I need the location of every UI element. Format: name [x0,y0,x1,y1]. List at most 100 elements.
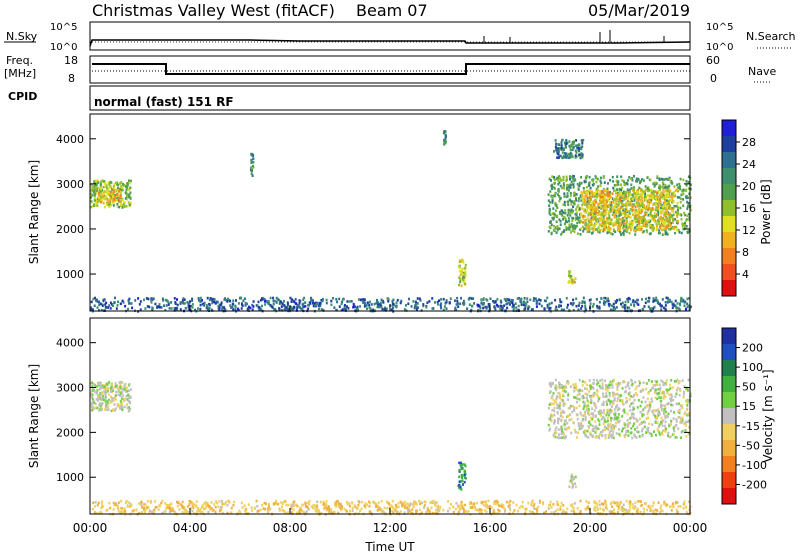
heatmap-cell [623,304,626,307]
heatmap-cell [101,385,104,388]
heatmap-cell [443,130,446,133]
heatmap-cell [106,197,109,201]
heatmap-cell [555,220,558,224]
heatmap-cell [563,200,566,204]
heatmap-cell [129,191,132,194]
heatmap-cell [591,424,594,428]
heatmap-cell [558,227,561,231]
heatmap-cell [207,308,209,311]
heatmap-cell [683,301,686,304]
heatmap-cell [353,305,356,308]
heatmap-cell [614,203,617,206]
heatmap-cell [689,208,692,212]
heatmap-cell [677,219,680,223]
heatmap-cell [556,308,559,312]
heatmap-cell [578,149,581,153]
heatmap-cell [206,305,209,309]
heatmap-cell [590,221,593,225]
heatmap-cell [346,503,349,506]
colorbar-swatch [722,264,736,281]
heatmap-cell [387,298,390,301]
heatmap-cell [290,307,293,311]
heatmap-cell [578,404,581,408]
heatmap-cell [290,300,293,303]
heatmap-cell [221,502,224,506]
heatmap-cell [573,191,575,195]
heatmap-cell [112,397,115,400]
heatmap-cell [461,463,464,466]
heatmap-cell [649,509,652,513]
heatmap-cell [458,470,461,473]
heatmap-cell [119,512,122,515]
heatmap-cell [316,500,319,504]
heatmap-cell [92,190,95,194]
heatmap-cell [485,305,488,309]
heatmap-cell [291,298,294,302]
heatmap-cell [578,153,581,156]
heatmap-cell [344,304,346,307]
heatmap-cell [658,425,661,428]
heatmap-cell [102,201,105,205]
heatmap-cell [642,192,645,195]
heatmap-cell [595,428,598,432]
heatmap-cell [232,302,235,306]
heatmap-cell [571,225,574,228]
heatmap-cell [670,379,673,382]
heatmap-cell [505,500,508,504]
heatmap-cell [603,228,606,231]
heatmap-cell [661,433,664,436]
heatmap-cell [124,510,127,513]
heatmap-cell [110,192,113,195]
heatmap-cell [626,179,629,182]
heatmap-cell [598,217,601,220]
heatmap-cell [367,303,370,307]
heatmap-cell [567,152,570,156]
heatmap-cell [675,211,678,214]
heatmap-cell [608,394,611,398]
heatmap-cell [464,270,467,274]
heatmap-cell [550,223,553,227]
heatmap-cell [674,189,677,192]
heatmap-cell [128,406,130,409]
heatmap-cell [112,399,115,403]
heatmap-cell [659,507,662,510]
heatmap-cell [503,298,506,301]
heatmap-cell [661,218,664,222]
heatmap-cell [93,390,96,393]
heatmap-cell [634,380,637,384]
heatmap-cell [577,422,580,425]
heatmap-cell [128,382,131,386]
heatmap-cell [617,204,620,207]
heatmap-cell [226,300,229,303]
heatmap-cell [606,507,609,511]
heatmap-cell [130,302,133,305]
heatmap-cell [563,308,565,312]
heatmap-cell [655,206,658,209]
beam-label: Beam 07 [356,1,428,20]
heatmap-cell [609,232,612,235]
heatmap-cell [406,502,409,506]
heatmap-cell [686,297,689,301]
heatmap-cell [283,510,286,513]
heatmap-cell [597,412,600,415]
heatmap-cell [111,399,114,402]
heatmap-cell [501,306,504,310]
heatmap-cell [626,382,629,385]
heatmap-cell [550,231,553,235]
heatmap-cell [120,385,123,389]
heatmap-cell [564,155,566,159]
heatmap-cell [558,218,561,221]
heatmap-cell [548,210,551,213]
heatmap-cell [588,223,591,226]
heatmap-cell [579,213,581,216]
heatmap-cell [596,503,599,506]
heatmap-cell [261,298,264,301]
heatmap-cell [617,228,619,232]
heatmap-cell [624,215,627,219]
heatmap-cell [197,297,200,300]
heatmap-cell [93,196,96,200]
heatmap-cell [181,500,184,504]
heatmap-cell [597,230,600,233]
heatmap-cell [568,406,571,410]
heatmap-cell [103,190,106,193]
